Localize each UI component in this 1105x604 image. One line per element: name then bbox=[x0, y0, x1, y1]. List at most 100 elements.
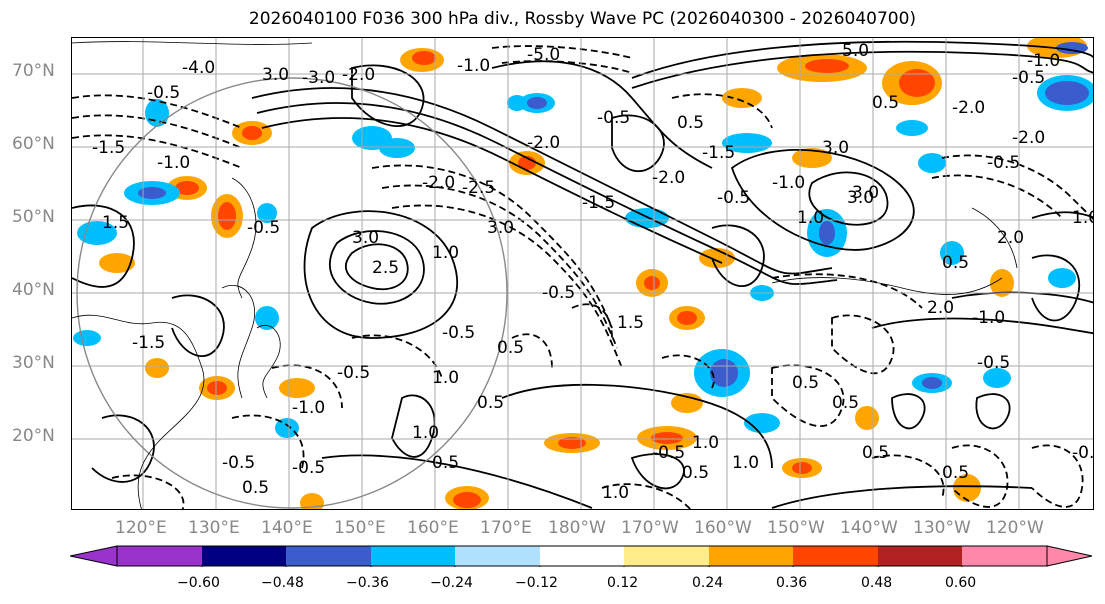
contour-label: 1.0 bbox=[797, 208, 824, 228]
contour-label: -0.5 bbox=[987, 153, 1020, 173]
contour-label: -1.0 bbox=[292, 398, 325, 418]
contour-label: -2.0 bbox=[342, 65, 375, 85]
contour-label: -1.0 bbox=[772, 173, 805, 193]
contour-label: 0.5 bbox=[682, 463, 709, 483]
contour-label: -4.0 bbox=[182, 58, 215, 78]
colorbar-segment bbox=[709, 546, 793, 566]
lon-label-170e: 170°E bbox=[480, 518, 532, 538]
lon-label-170w: 170°W bbox=[621, 518, 679, 538]
contour-label: -1.5 bbox=[582, 193, 615, 213]
colorbar-extend-high bbox=[1046, 545, 1093, 567]
contour-label: -5.0 bbox=[527, 45, 560, 65]
contour-label: 3.0 bbox=[852, 183, 879, 203]
colorbar-segment bbox=[540, 546, 624, 566]
contour-label: -0.5 bbox=[717, 188, 750, 208]
contour-label: -1.5 bbox=[132, 333, 165, 353]
contour-label: 0.5 bbox=[497, 338, 524, 358]
colorbar-tick-label: 0.36 bbox=[776, 575, 808, 591]
colorbar-tick-label: −0.48 bbox=[261, 575, 304, 591]
colorbar-segment bbox=[793, 546, 878, 566]
contour-label: -0.5 bbox=[597, 108, 630, 128]
contour-label: -2.0 bbox=[952, 98, 985, 118]
contour-label: 1.0 bbox=[1072, 208, 1094, 228]
colorbar-tick-label: 0.12 bbox=[607, 575, 639, 591]
colorbar-tick-label: 0.24 bbox=[692, 575, 724, 591]
contour-label: -2.0 bbox=[527, 133, 560, 153]
contour-label: -0.5 bbox=[977, 353, 1010, 373]
contour-label: 3.0 bbox=[847, 188, 874, 208]
contour-label: 1.0 bbox=[432, 368, 459, 388]
contour-label: 0.5 bbox=[942, 463, 969, 483]
contour-label: -0.5 bbox=[652, 443, 685, 463]
lat-label-70n: 70°N bbox=[12, 61, 55, 81]
contour-label: -1.5 bbox=[702, 143, 735, 163]
lat-label-40n: 40°N bbox=[12, 280, 55, 300]
contour-label: 1.5 bbox=[102, 213, 129, 233]
contour-label: 1.0 bbox=[432, 243, 459, 263]
contour-label: 1.0 bbox=[602, 483, 629, 503]
contour-label: -2.0 bbox=[1012, 128, 1045, 148]
contour-label: 3.0 bbox=[262, 65, 289, 85]
contour-label: -2.0 bbox=[652, 168, 685, 188]
colorbar-segment bbox=[455, 546, 540, 566]
lon-label-150w: 150°W bbox=[767, 518, 825, 538]
contour-label: -0.5 bbox=[337, 363, 370, 383]
contour-label: 0.5 bbox=[862, 443, 889, 463]
contour-label: -1.5 bbox=[92, 138, 125, 158]
contour-label: -0.5 bbox=[147, 83, 180, 103]
colorbar-segment bbox=[962, 546, 1047, 566]
lon-label-150e: 150°E bbox=[334, 518, 386, 538]
contour-label: -0.5 bbox=[442, 323, 475, 343]
colorbar-segment bbox=[202, 546, 286, 566]
contour-label: -2.5 bbox=[462, 178, 495, 198]
colorbar-tick-label: −0.24 bbox=[430, 575, 473, 591]
contour-label: 0.5 bbox=[832, 393, 859, 413]
contour-label: 0.5 bbox=[677, 113, 704, 133]
contour-label: 1.0 bbox=[412, 423, 439, 443]
lat-label-60n: 60°N bbox=[12, 134, 55, 154]
colorbar-segment bbox=[624, 546, 709, 566]
lon-label-130e: 130°E bbox=[188, 518, 240, 538]
contour-label: 2.0 bbox=[997, 228, 1024, 248]
colorbar-tick-label: −0.60 bbox=[177, 575, 220, 591]
contour-label: 3.0 bbox=[822, 138, 849, 158]
shading-layer bbox=[73, 38, 1093, 509]
contour-label: -1.0 bbox=[157, 153, 190, 173]
lon-label-160w: 160°W bbox=[694, 518, 752, 538]
contour-label: -1.0 bbox=[1027, 51, 1060, 71]
colorbar-segment bbox=[371, 546, 455, 566]
contour-label: -3.0 bbox=[302, 68, 335, 88]
contour-label: 0.5 bbox=[242, 478, 269, 498]
contour-label: 0.5 bbox=[942, 253, 969, 273]
contour-label: 0.5 bbox=[477, 393, 504, 413]
colorbar-extend-low bbox=[70, 545, 118, 567]
contour-label: 3.0 bbox=[487, 218, 514, 238]
map-plot-area: -5.0 -1.0 5.0 -1.0 -4.0 -0.5 0.5 3.0 -3.… bbox=[71, 37, 1094, 510]
contour-label: 2.5 bbox=[372, 258, 399, 278]
contour-label: -0.5 bbox=[292, 458, 325, 478]
lat-label-30n: 30°N bbox=[12, 353, 55, 373]
map-graphics: -5.0 -1.0 5.0 -1.0 -4.0 -0.5 0.5 3.0 -3.… bbox=[72, 38, 1094, 509]
lon-label-120e: 120°E bbox=[115, 518, 167, 538]
lat-label-50n: 50°N bbox=[12, 207, 55, 227]
lon-label-160e: 160°E bbox=[407, 518, 459, 538]
contour-label: 1.5 bbox=[617, 313, 644, 333]
colorbar bbox=[70, 545, 1093, 567]
range-circle bbox=[76, 77, 508, 509]
contour-label: 0.5 bbox=[872, 93, 899, 113]
lon-label-120w: 120°W bbox=[986, 518, 1044, 538]
contour-label: -1.0 bbox=[457, 56, 490, 76]
lon-label-140w: 140°W bbox=[840, 518, 898, 538]
contour-label: -0.5 bbox=[542, 283, 575, 303]
contour-label: -1.0 bbox=[972, 308, 1005, 328]
contour-label: 1.0 bbox=[692, 433, 719, 453]
map-title: 2026040100 F036 300 hPa div., Rossby Wav… bbox=[248, 9, 917, 29]
lon-label-140e: 140°E bbox=[261, 518, 313, 538]
contour-label: 2.0 bbox=[927, 298, 954, 318]
colorbar-tick-label: −0.36 bbox=[346, 575, 389, 591]
colorbar-tick-label: 0.48 bbox=[861, 575, 893, 591]
contour-label: -0.5 bbox=[247, 218, 280, 238]
lon-label-130w: 130°W bbox=[913, 518, 971, 538]
colorbar-tick-label: 0.60 bbox=[945, 575, 977, 591]
colorbar-segment bbox=[286, 546, 371, 566]
